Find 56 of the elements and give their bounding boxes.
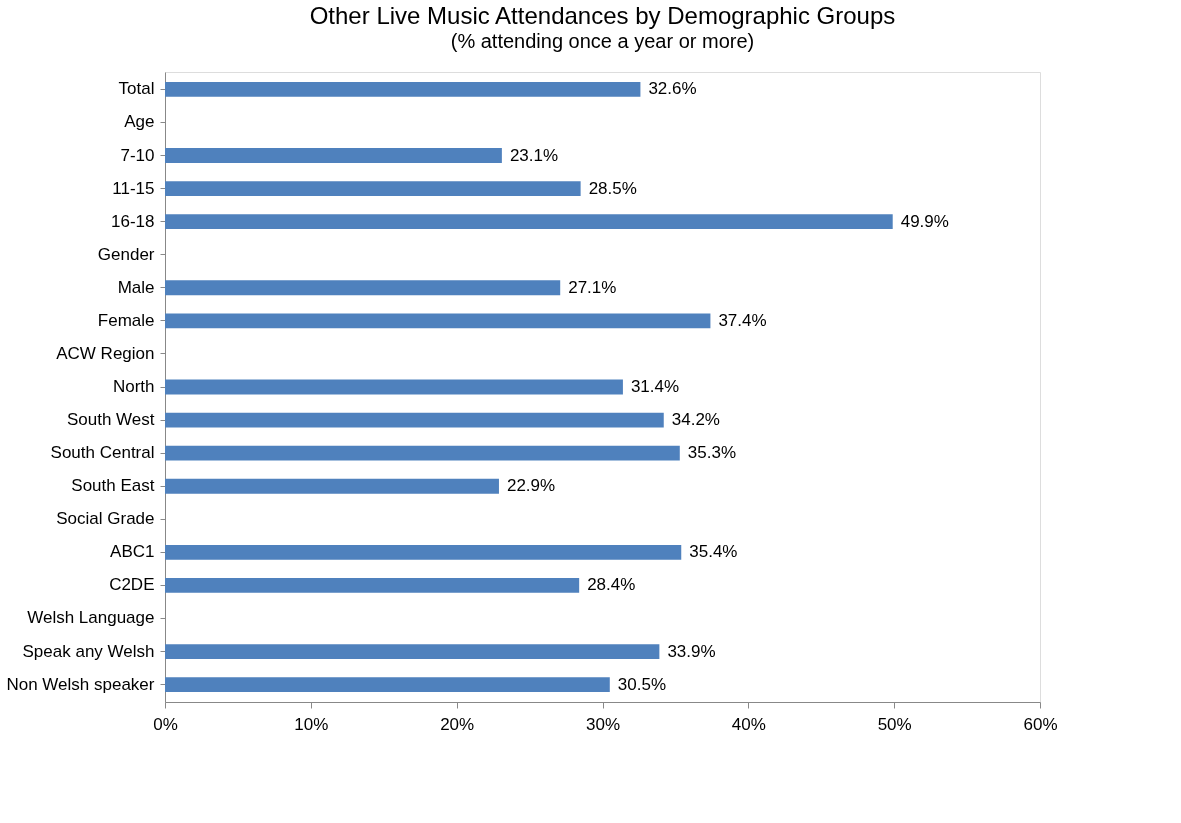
y-tick-label: South West bbox=[66, 410, 155, 430]
data-label: 30.5% bbox=[617, 674, 666, 694]
x-tick-label: 20% bbox=[440, 714, 475, 734]
y-tick-label: Total bbox=[118, 79, 155, 99]
bar bbox=[165, 677, 610, 693]
y-tick-label: ACW Region bbox=[56, 343, 155, 363]
data-label: 35.3% bbox=[687, 443, 736, 463]
bar bbox=[165, 577, 580, 593]
x-tick-label: 10% bbox=[294, 714, 329, 734]
bar bbox=[165, 81, 641, 97]
data-label: 32.6% bbox=[648, 79, 697, 99]
y-tick-label: Female bbox=[97, 310, 155, 330]
bar bbox=[165, 478, 499, 494]
y-tick-label: Speak any Welsh bbox=[22, 641, 155, 661]
bar bbox=[165, 280, 561, 296]
y-tick-label: Age bbox=[124, 112, 155, 132]
y-tick-label: Welsh Language bbox=[27, 608, 155, 628]
x-tick-label: 40% bbox=[731, 714, 766, 734]
x-tick-label: 50% bbox=[877, 714, 912, 734]
data-label: 28.4% bbox=[587, 575, 636, 595]
bar bbox=[165, 181, 581, 197]
data-label: 31.4% bbox=[630, 377, 680, 396]
data-label: 22.9% bbox=[506, 476, 556, 496]
y-tick-label: South Central bbox=[50, 443, 155, 463]
data-label: 33.9% bbox=[667, 641, 716, 661]
bar bbox=[165, 544, 682, 560]
x-tick-label: 0% bbox=[153, 714, 178, 734]
chart-title: Other Live Music Attendances by Demographic Groups bbox=[309, 2, 896, 29]
data-label: 37.4% bbox=[718, 310, 767, 330]
data-label: 27.1% bbox=[568, 277, 617, 297]
y-tick-label: ABC1 bbox=[110, 542, 155, 562]
y-tick-label: North bbox=[112, 377, 155, 396]
data-label: 34.2% bbox=[671, 410, 720, 430]
chart-subtitle: (% attending once a year or more) bbox=[450, 30, 755, 52]
y-tick-label: Social Grade bbox=[56, 509, 155, 529]
x-tick-label: 30% bbox=[585, 714, 621, 734]
bar bbox=[165, 313, 711, 329]
y-tick-label: Male bbox=[117, 277, 155, 297]
x-tick-label: 60% bbox=[1023, 714, 1058, 734]
y-tick-label: 11-15 bbox=[112, 178, 155, 198]
y-tick-label: Gender bbox=[97, 244, 155, 264]
bar bbox=[165, 148, 502, 163]
y-tick-label: C2DE bbox=[109, 575, 155, 595]
bar bbox=[165, 412, 664, 428]
y-tick-label: South East bbox=[71, 476, 155, 496]
bar bbox=[165, 644, 660, 660]
y-tick-label: 7-10 bbox=[120, 145, 155, 165]
bar bbox=[165, 214, 893, 230]
data-label: 49.9% bbox=[900, 211, 949, 231]
data-label: 23.1% bbox=[509, 145, 559, 165]
y-tick-label: 16-18 bbox=[111, 211, 155, 231]
bar bbox=[165, 379, 623, 395]
data-label: 28.5% bbox=[588, 178, 637, 198]
y-tick-label: Non Welsh speaker bbox=[6, 674, 155, 694]
bar bbox=[165, 445, 680, 461]
data-label: 35.4% bbox=[689, 542, 738, 562]
